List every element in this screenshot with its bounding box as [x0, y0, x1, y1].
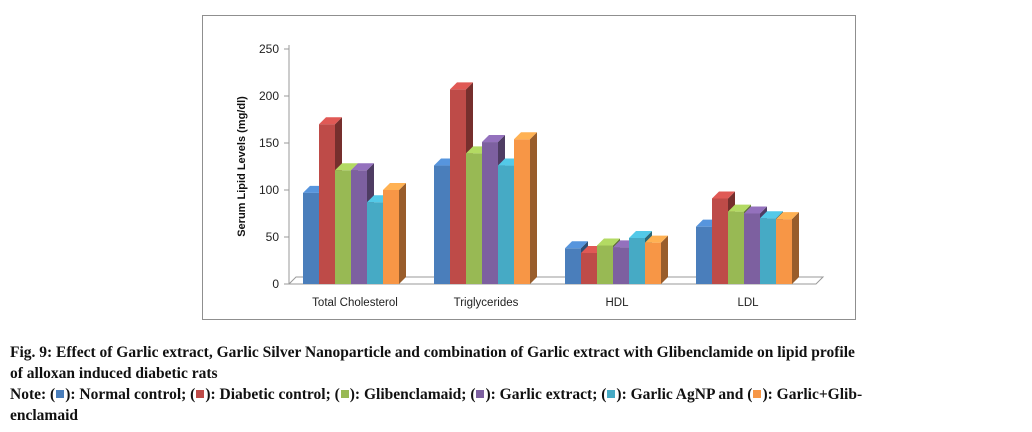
note-label-garlic-agnp: ): Garlic AgNP and (: [616, 386, 753, 403]
bar-top-garlic-glib-enclamaid-triglycerides: [514, 132, 537, 140]
bar-top-garlic-extract-total-cholesterol: [351, 163, 374, 171]
caption-line-2: of alloxan induced diabetic rats: [10, 365, 218, 382]
bar-top-garlic-glib-enclamaid-ldl: [776, 212, 799, 220]
bar-top-garlic-agnp-hdl: [629, 230, 652, 238]
note-label-garlic-glib: ): Garlic+Glib-: [762, 386, 863, 403]
bar-garlic-glib-enclamaid-total-cholesterol: [383, 190, 399, 284]
y-tick-label-200: 200: [259, 89, 279, 103]
y-tick-label-0: 0: [272, 277, 279, 291]
bar-side-garlic-glib-enclamaid-ldl: [792, 212, 799, 284]
figure-note: Note: ( ): Normal control; ( ): Diabetic c…: [10, 384, 1025, 426]
note-label-garlic-extract: ): Garlic extract; (: [485, 386, 607, 403]
bar-glibenclamaid-hdl: [597, 245, 613, 284]
bar-top-normal-control-hdl: [565, 241, 588, 249]
bar-diabetic-control-total-cholesterol: [319, 124, 335, 284]
bar-diabetic-control-hdl: [581, 252, 597, 284]
bar-garlic-extract-hdl: [613, 247, 629, 284]
bar-side-garlic-glib-enclamaid-hdl: [661, 235, 668, 284]
bar-normal-control-hdl: [565, 248, 581, 284]
bar-garlic-extract-triglycerides: [482, 142, 498, 284]
note-swatch-garlic-glib: [753, 390, 762, 398]
note-line-1: Note: ( ): Normal control; ( ): Diabetic c…: [10, 384, 1025, 405]
bar-garlic-glib-enclamaid-triglycerides: [514, 139, 530, 284]
y-tick-label-250: 250: [259, 42, 279, 56]
bar-top-diabetic-control-ldl: [712, 191, 735, 199]
bar-top-garlic-extract-triglycerides: [482, 135, 505, 143]
bar-garlic-glib-enclamaid-ldl: [776, 219, 792, 284]
note-prefix: Note: (: [10, 386, 56, 403]
bar-glibenclamaid-triglycerides: [466, 153, 482, 284]
bar-top-diabetic-control-triglycerides: [450, 82, 473, 90]
bar-garlic-extract-total-cholesterol: [351, 170, 367, 284]
bar-garlic-glib-enclamaid-hdl: [645, 242, 661, 284]
note-swatch-normal-control: [56, 390, 65, 398]
bar-side-garlic-glib-enclamaid-triglycerides: [530, 132, 537, 284]
x-tick-label-hdl: HDL: [605, 297, 629, 309]
bar-top-garlic-extract-ldl: [744, 206, 767, 214]
note-line-2: enclamaid: [10, 407, 79, 424]
note-swatch-glibenclamaid: [340, 390, 349, 398]
y-tick-label-100: 100: [259, 183, 279, 197]
bar-side-garlic-glib-enclamaid-total-cholesterol: [399, 183, 406, 284]
bar-top-glibenclamaid-hdl: [597, 238, 620, 246]
bar-normal-control-triglycerides: [434, 165, 450, 284]
note-label-normal-control: ): Normal control; (: [65, 386, 196, 403]
bar-chart: 0 50 100 150 200 250 Serum Lipid Levels (mg/dl…: [236, 42, 825, 309]
note-label-diabetic-control: ): Diabetic control; (: [205, 386, 340, 403]
bar-top-garlic-glib-enclamaid-total-cholesterol: [383, 183, 406, 190]
figure-caption: Fig. 9: Effect of Garlic extract, Garlic…: [10, 342, 1025, 384]
bar-top-glibenclamaid-total-cholesterol: [335, 163, 358, 171]
note-label-glibenclamaid: ): Glibenclamaid; (: [349, 386, 476, 403]
note-swatch-garlic-agnp: [607, 390, 616, 398]
x-tick-label-total-cholesterol: Total Cholesterol: [312, 297, 398, 309]
bar-top-garlic-agnp-ldl: [760, 211, 783, 219]
bar-diabetic-control-triglycerides: [450, 89, 466, 284]
bar-garlic-agnp-ldl: [760, 218, 776, 284]
chart-area: 0 50 100 150 200 250 Serum Lipid Levels (mg/dl…: [202, 15, 856, 320]
x-tick-label-ldl: LDL: [737, 297, 759, 309]
bar-diabetic-control-ldl: [712, 198, 728, 284]
y-axis-title: Serum Lipid Levels (mg/dl): [236, 96, 248, 237]
note-swatch-diabetic-control: [196, 390, 205, 398]
bar-garlic-agnp-triglycerides: [498, 165, 514, 284]
bar-top-garlic-glib-enclamaid-hdl: [645, 235, 668, 243]
bar-normal-control-ldl: [696, 226, 712, 284]
bar-top-diabetic-control-total-cholesterol: [319, 117, 342, 125]
x-tick-label-triglycerides: Triglycerides: [454, 297, 519, 309]
caption-line-1: Fig. 9: Effect of Garlic extract, Garlic…: [10, 344, 855, 361]
bar-normal-control-total-cholesterol: [303, 192, 319, 284]
bar-glibenclamaid-total-cholesterol: [335, 170, 351, 284]
bar-glibenclamaid-ldl: [728, 211, 744, 284]
bar-garlic-agnp-hdl: [629, 237, 645, 284]
y-tick-label-150: 150: [259, 136, 279, 150]
bar-top-glibenclamaid-ldl: [728, 204, 751, 212]
note-swatch-garlic-extract: [476, 390, 485, 398]
bar-garlic-extract-ldl: [744, 213, 760, 284]
y-tick-label-50: 50: [266, 230, 280, 244]
bar-garlic-agnp-total-cholesterol: [367, 202, 383, 284]
